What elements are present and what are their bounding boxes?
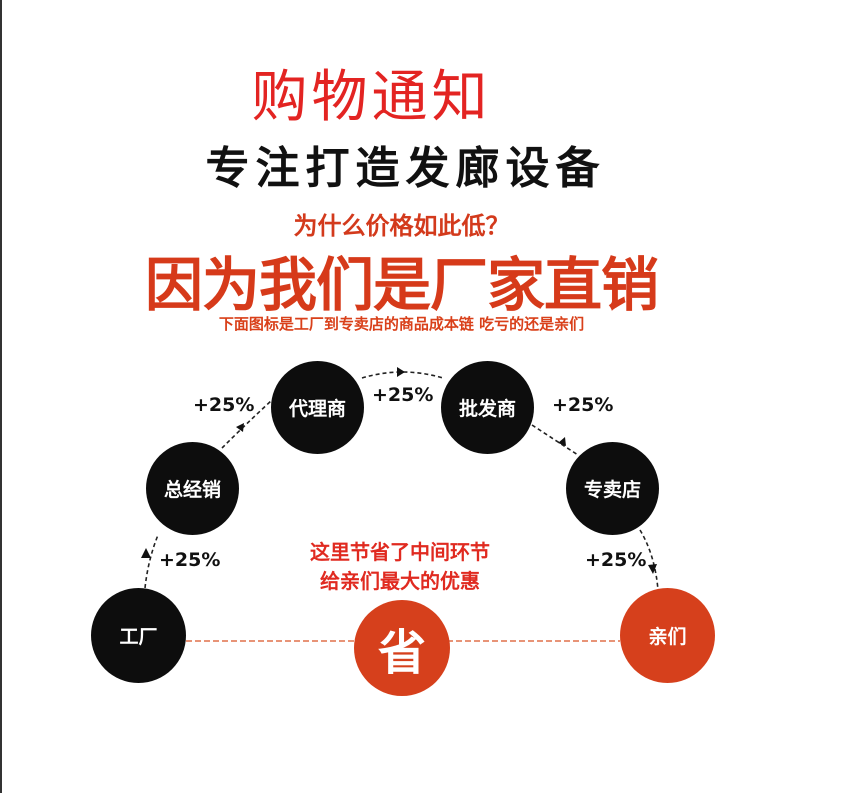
markup-label: +25% [193, 394, 255, 416]
note: 下面图标是工厂到专卖店的商品成本链 吃亏的还是亲们 [218, 315, 585, 333]
node-store: 专卖店 [566, 442, 659, 535]
node-label: 工厂 [119, 626, 158, 648]
node-label: 专卖店 [583, 479, 641, 501]
markup-label: +25% [552, 394, 614, 416]
arrow-icon [648, 564, 657, 574]
arrow-icon [397, 367, 405, 377]
markup-label: +25% [585, 549, 647, 571]
subtitle: 专注打造发廊设备 [205, 143, 606, 194]
save-icon: 省 [354, 600, 450, 696]
markup-label: +25% [372, 384, 434, 406]
node-customer: 亲们 [620, 588, 715, 683]
arc-factory-distributor [144, 534, 159, 589]
arrow-icon [558, 437, 566, 446]
savings-line-2: 给亲们最大的优惠 [320, 569, 480, 593]
question: 为什么价格如此低？ [293, 212, 510, 240]
node-agent: 代理商 [271, 361, 364, 454]
page-title: 购物通知 [251, 65, 492, 130]
node-label: 批发商 [458, 398, 516, 420]
left-border [0, 0, 2, 793]
node-label: 亲们 [648, 626, 687, 648]
node-factory: 工厂 [91, 588, 186, 683]
headline: 因为我们是厂家直销 [144, 251, 659, 319]
node-general-distributor: 总经销 [146, 442, 239, 535]
save-label: 省 [377, 625, 426, 681]
node-wholesaler: 批发商 [441, 361, 534, 454]
arrow-icon [236, 423, 244, 432]
arrow-icon [141, 548, 151, 558]
savings-line-1: 这里节省了中间环节 [310, 540, 490, 564]
node-label: 代理商 [288, 398, 346, 420]
markup-label: +25% [159, 549, 221, 571]
arc-agent-wholesaler [361, 371, 444, 379]
node-label: 总经销 [163, 479, 221, 501]
arc-wholesaler-store [531, 424, 579, 456]
arc-store-customer [639, 529, 659, 591]
